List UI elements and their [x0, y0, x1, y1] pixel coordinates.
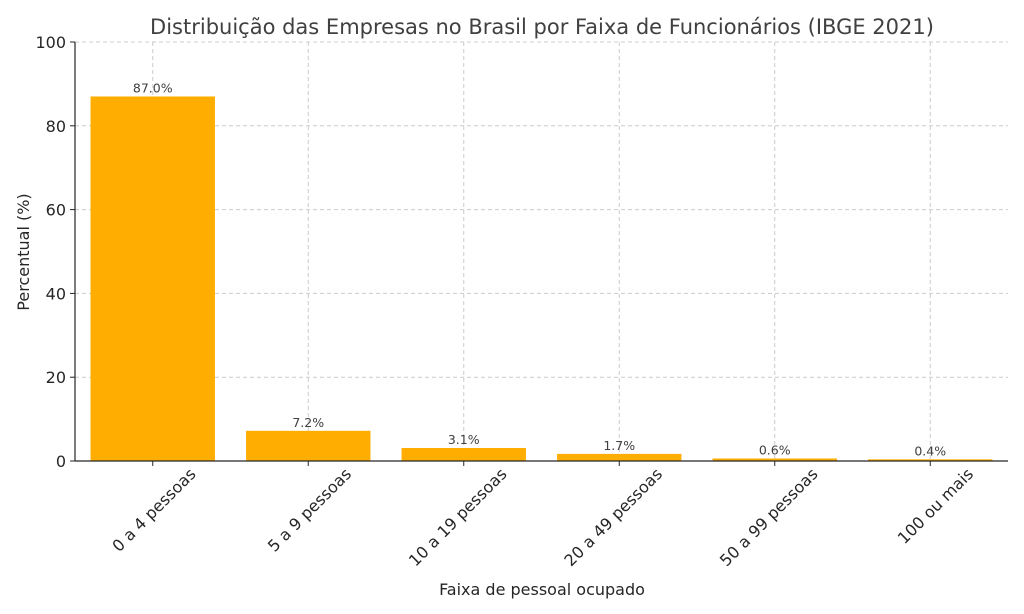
- x-ticks: 0 a 4 pessoas 5 a 9 pessoas 10 a 19 pessoa…: [108, 461, 977, 570]
- y-tick-label: 60: [46, 201, 66, 220]
- x-tick-label: 100 ou mais: [894, 464, 977, 547]
- bars: [90, 96, 993, 461]
- x-tick-label: 20 a 49 pessoas: [560, 464, 666, 570]
- bar: [712, 458, 837, 461]
- axes: [74, 42, 1008, 462]
- y-tick-label: 40: [46, 284, 66, 303]
- y-ticks: 0 20 40 60 80 100: [35, 33, 75, 471]
- bar-value-label: 0.6%: [759, 442, 791, 457]
- y-tick-label: 0: [56, 452, 66, 471]
- bar-value-label: 1.7%: [603, 438, 635, 453]
- x-axis-label: Faixa de pessoal ocupado: [439, 580, 645, 599]
- bar: [868, 459, 993, 461]
- bar-value-label: 7.2%: [292, 415, 324, 430]
- x-tick-label: 10 a 19 pessoas: [405, 464, 511, 570]
- bar: [246, 430, 371, 461]
- bar: [401, 448, 526, 461]
- grid-lines: [75, 41, 1008, 461]
- bar-value-label: 3.1%: [448, 432, 480, 447]
- y-axis-label: Percentual (%): [14, 193, 33, 310]
- data-labels: 87.0% 7.2% 3.1% 1.7% 0.6% 0.4%: [133, 80, 946, 458]
- y-tick-label: 100: [35, 33, 66, 52]
- bar: [90, 96, 215, 461]
- x-tick-label: 5 a 9 pessoas: [264, 464, 355, 555]
- x-tick-label: 50 a 99 pessoas: [716, 464, 822, 570]
- bar-value-label: 87.0%: [133, 80, 173, 95]
- y-tick-label: 80: [46, 117, 66, 136]
- chart-title: Distribuição das Empresas no Brasil por …: [150, 15, 934, 39]
- x-tick-label: 0 a 4 pessoas: [108, 464, 199, 555]
- bar: [557, 453, 682, 461]
- bar-value-label: 0.4%: [914, 443, 946, 458]
- y-tick-label: 20: [46, 368, 66, 387]
